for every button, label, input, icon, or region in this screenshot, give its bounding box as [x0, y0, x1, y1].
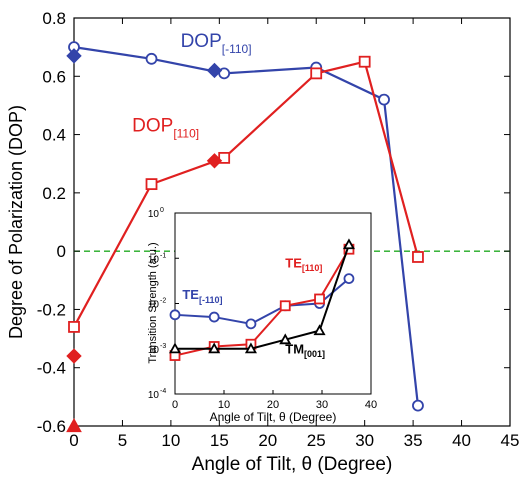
main-annotation-1-main: DOP: [181, 31, 222, 52]
inset-x-tick-label: 40: [365, 399, 377, 411]
inset-series-1-point: [208, 311, 220, 323]
inset-y-tick-label: 10: [148, 209, 160, 220]
inset-series-1-point: [169, 309, 181, 321]
main-filled-diamond-marker: [206, 62, 223, 79]
inset-y-tick-exponent: 0: [160, 207, 164, 214]
main-plot-frame: [73, 17, 511, 427]
main-series-line-2: [73, 60, 420, 328]
inset-annotation-2-main: TE: [285, 255, 302, 270]
main-x-tick-label: 15: [210, 431, 229, 450]
main-series-1-point: [378, 93, 390, 106]
inset-annotation-2-subscript: [110]: [302, 263, 323, 273]
inset-series-3-point: [208, 342, 221, 354]
inset-annotation-1: TE[-110]: [182, 287, 222, 305]
inset-series-2-point: [279, 300, 291, 312]
inset-series-3-point: [244, 342, 257, 354]
main-series-2-point: [68, 321, 80, 333]
inset-series-1-point: [343, 273, 355, 285]
main-annotation-2-subscript: [110]: [173, 126, 199, 140]
inset-y-tick-label: 10: [148, 254, 160, 265]
main-y-tick-label: 0.2: [42, 184, 66, 203]
main-x-tick-label: 25: [307, 431, 326, 450]
main-x-tick-label: 20: [258, 431, 277, 450]
main-x-ticks: 0 5 10 15 20 25 30 35 40 45: [69, 18, 519, 450]
main-filled-triangle-marker: [66, 417, 82, 433]
inset-x-axis-label: Angle of Tilt, θ (Degree): [210, 410, 337, 424]
main-x-tick-label: 30: [355, 431, 374, 450]
main-filled-diamond-marker: [206, 153, 223, 169]
inset-x-tick-label: 0: [172, 399, 178, 411]
main-annotation-1-subscript: [-110]: [222, 42, 252, 56]
inset-y-tick-label: 10: [148, 345, 160, 356]
main-annotation-1: DOP[-110]: [181, 31, 252, 56]
inset-annotations: TE[-110]TE[110]TM[001]: [182, 255, 325, 359]
inset-series-3-point: [313, 324, 326, 336]
main-plot: 0 5 10 15 20 25 30 35 40 45 -0.6 -0.4 -0.2 0 0.2 0.4 0.…: [6, 9, 519, 475]
inset-annotation-2: TE[110]: [285, 255, 322, 273]
inset-y-tick-exponent: -3: [160, 343, 166, 350]
inset-y-tick-exponent: -4: [160, 388, 166, 395]
main-annotation-2-main: DOP: [132, 116, 173, 137]
inset-annotation-1-main: TE: [182, 287, 199, 302]
inset-y-tick-exponent: -2: [160, 298, 166, 305]
main-x-tick-label: 40: [452, 431, 471, 450]
inset-annotation-1-subscript: [-110]: [199, 295, 223, 305]
main-y-ticks: -0.6 -0.4 -0.2 0 0.2 0.4 0.6 0.8: [37, 9, 510, 436]
main-y-tick-label: -0.6: [37, 417, 66, 436]
inset-y-tick-exponent: -1: [160, 252, 166, 259]
inset-series-group: [168, 238, 355, 361]
inset-x-tick-label: 20: [267, 399, 279, 411]
inset-y-tick-label: 10: [148, 300, 160, 311]
main-y-tick-label: 0: [57, 242, 66, 261]
main-y-tick-label: 0.6: [42, 67, 66, 86]
inset-x-tick-label: 10: [218, 399, 230, 411]
inset-series-3-point: [342, 238, 355, 250]
inset-plot-frame: [174, 212, 372, 395]
main-series-2-point: [145, 178, 158, 191]
inset-series-3-point: [279, 333, 292, 345]
main-x-tick-label: 10: [161, 431, 180, 450]
inset-y-tick-label: 10: [148, 390, 160, 401]
inset-series-line-3: [175, 244, 350, 350]
main-y-tick-label: -0.2: [37, 300, 66, 319]
main-y-tick-label: 0.8: [42, 9, 66, 28]
inset-x-tick-label: 30: [316, 399, 328, 411]
main-series-2-point: [412, 251, 424, 263]
inset-y-axis-label: Transition Strength (a.u.): [147, 242, 159, 363]
main-series-2-point: [310, 67, 323, 80]
main-series-1-point: [412, 399, 424, 412]
main-x-tick-label: 35: [404, 431, 423, 450]
main-series-2-point: [358, 55, 371, 68]
main-filled-diamond-marker: [66, 348, 82, 364]
inset-annotation-3-main: TM: [285, 341, 304, 356]
main-x-tick-label: 45: [501, 431, 520, 450]
main-x-tick-label: 5: [118, 431, 127, 450]
main-series-group: [66, 41, 424, 433]
main-y-axis-label: Degree of Polarization (DOP): [6, 105, 26, 339]
inset-series-2-point: [314, 293, 325, 305]
main-annotation-2: DOP[110]: [132, 116, 199, 141]
inset-annotation-3-subscript: [001]: [304, 349, 325, 359]
inset-x-ticks: 0 10 20 30 40: [172, 390, 377, 411]
main-x-tick-label: 0: [69, 431, 78, 450]
main-x-axis-label: Angle of Tilt, θ (Degree): [192, 454, 393, 475]
inset-series-3-point: [168, 342, 182, 354]
main-y-tick-label: -0.4: [37, 359, 66, 378]
main-series-1-point: [145, 52, 158, 65]
main-annotations: DOP[-110]DOP[110]: [132, 31, 251, 140]
inset-series-1-point: [245, 318, 257, 330]
inset-annotation-3: TM[001]: [285, 341, 325, 359]
main-y-tick-label: 0.4: [42, 126, 66, 145]
main-filled-diamond-marker: [66, 48, 82, 64]
